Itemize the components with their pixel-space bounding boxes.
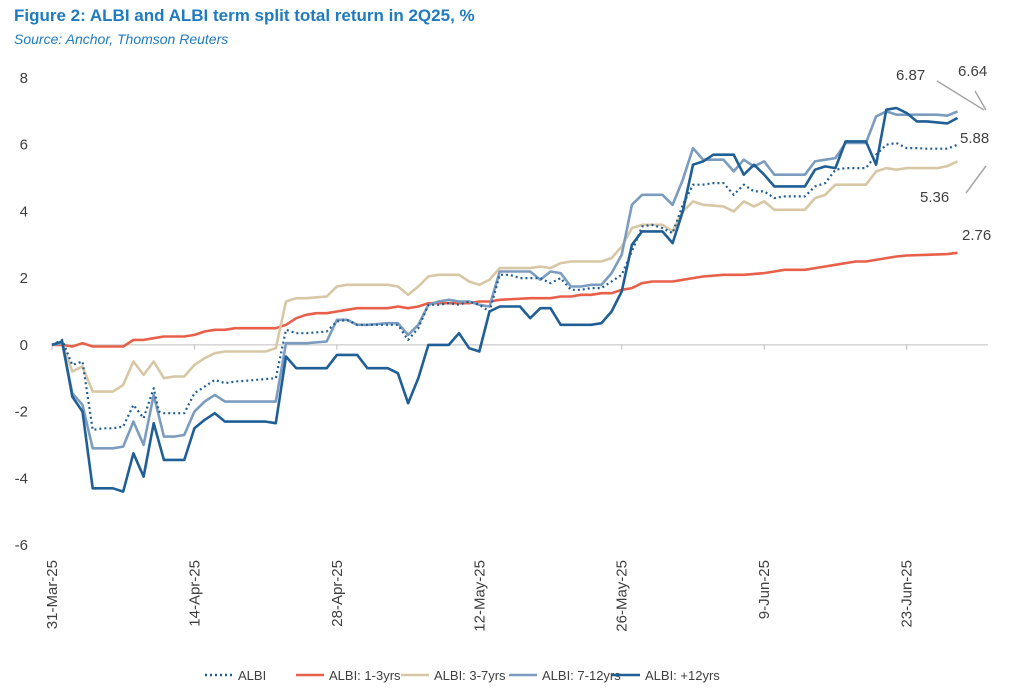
leader-line-6-64 — [974, 90, 987, 111]
end-label-5-36: 5.36 — [920, 189, 949, 206]
legend: ALBI ALBI: 1-3yrs ALBI: 3-7yrs ALBI: 7-12yr… — [205, 668, 720, 683]
y-axis: 8 6 4 2 0 -2 -4 -6 — [15, 70, 28, 554]
end-value-annotations: 6.87 6.64 5.88 5.36 2.76 — [896, 63, 991, 244]
leader-line-5-36 — [965, 165, 987, 194]
leader-line-6-87 — [936, 80, 985, 111]
series-line-0 — [51, 141, 958, 431]
legend-label-2: ALBI: 3-7yrs — [434, 668, 506, 683]
chart-subtitle: Source: Anchor, Thomson Reuters — [14, 31, 229, 47]
series-line-4 — [51, 106, 959, 493]
y-tick-label: -4 — [15, 470, 28, 487]
end-label-6-87: 6.87 — [896, 67, 925, 84]
y-tick-label: 4 — [20, 203, 28, 220]
x-tick-label: 28-Apr-25 — [329, 560, 346, 627]
end-label-5-88: 5.88 — [960, 130, 989, 147]
x-tick-label: 9-Jun-25 — [756, 560, 773, 619]
chart-title: Figure 2: ALBI and ALBI term split total… — [14, 6, 475, 25]
series-line-2 — [51, 160, 959, 393]
legend-label-0: ALBI — [238, 668, 266, 683]
end-label-6-64: 6.64 — [958, 63, 987, 80]
x-tick-label: 31-Mar-25 — [44, 560, 61, 629]
y-tick-label: 2 — [20, 270, 28, 287]
x-tick-label: 26-May-25 — [614, 560, 631, 632]
y-tick-label: -2 — [15, 404, 28, 421]
x-tick-label: 12-May-25 — [471, 560, 488, 632]
y-tick-label: -6 — [15, 537, 28, 554]
legend-label-4: ALBI: +12yrs — [645, 668, 720, 683]
legend-label-3: ALBI: 7-12yrs — [542, 668, 621, 683]
y-tick-label: 6 — [20, 137, 28, 154]
x-tick-label: 14-Apr-25 — [186, 560, 203, 627]
y-tick-label: 8 — [20, 70, 28, 87]
y-tick-label: 0 — [20, 337, 28, 354]
series-line-3 — [51, 110, 959, 450]
x-axis: 31-Mar-25 14-Apr-25 28-Apr-25 12-May-25 26-M… — [44, 344, 988, 632]
legend-label-1: ALBI: 1-3yrs — [329, 668, 401, 683]
series-lines — [51, 106, 959, 493]
end-label-2-76: 2.76 — [962, 227, 991, 244]
x-tick-label: 23-Jun-25 — [899, 560, 916, 628]
